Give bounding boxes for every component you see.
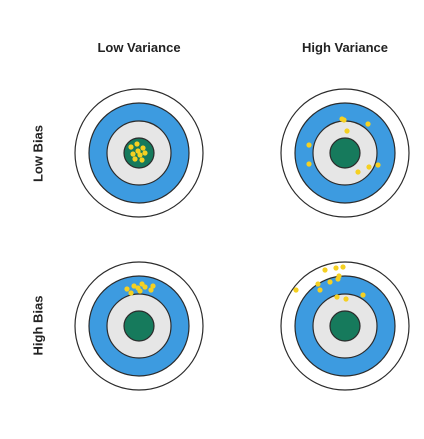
bullseye xyxy=(330,311,360,341)
hit-point xyxy=(140,145,145,150)
hit-point xyxy=(306,142,311,147)
hit-point xyxy=(142,150,147,155)
bullseye xyxy=(124,311,154,341)
bullseye xyxy=(330,138,360,168)
hit-point xyxy=(343,296,348,301)
hit-point xyxy=(124,286,129,291)
hit-point xyxy=(315,281,320,286)
hit-point xyxy=(135,148,140,153)
hit-point xyxy=(150,283,155,288)
hit-point xyxy=(317,287,322,292)
hit-point xyxy=(355,169,360,174)
hit-point xyxy=(128,290,133,295)
hit-point xyxy=(139,157,144,162)
hit-point xyxy=(134,141,139,146)
hit-point xyxy=(327,279,332,284)
hit-point xyxy=(333,265,338,270)
target-low-bias-high-variance xyxy=(281,89,409,217)
hit-point xyxy=(322,267,327,272)
hit-point xyxy=(139,281,144,286)
hit-point xyxy=(366,164,371,169)
hit-point xyxy=(128,144,133,149)
hit-point xyxy=(341,117,346,122)
hit-point xyxy=(365,121,370,126)
target-low-bias-low-variance xyxy=(75,89,203,217)
hit-point xyxy=(336,273,341,278)
hit-point xyxy=(306,161,311,166)
target-high-bias-high-variance xyxy=(281,262,409,390)
hit-point xyxy=(340,264,345,269)
target-high-bias-low-variance xyxy=(75,262,203,390)
hit-point xyxy=(135,285,140,290)
hit-point xyxy=(360,292,365,297)
hit-point xyxy=(334,294,339,299)
hit-point xyxy=(132,156,137,161)
hit-point xyxy=(375,162,380,167)
hit-point xyxy=(130,151,135,156)
hit-point xyxy=(293,287,298,292)
hit-point xyxy=(344,128,349,133)
